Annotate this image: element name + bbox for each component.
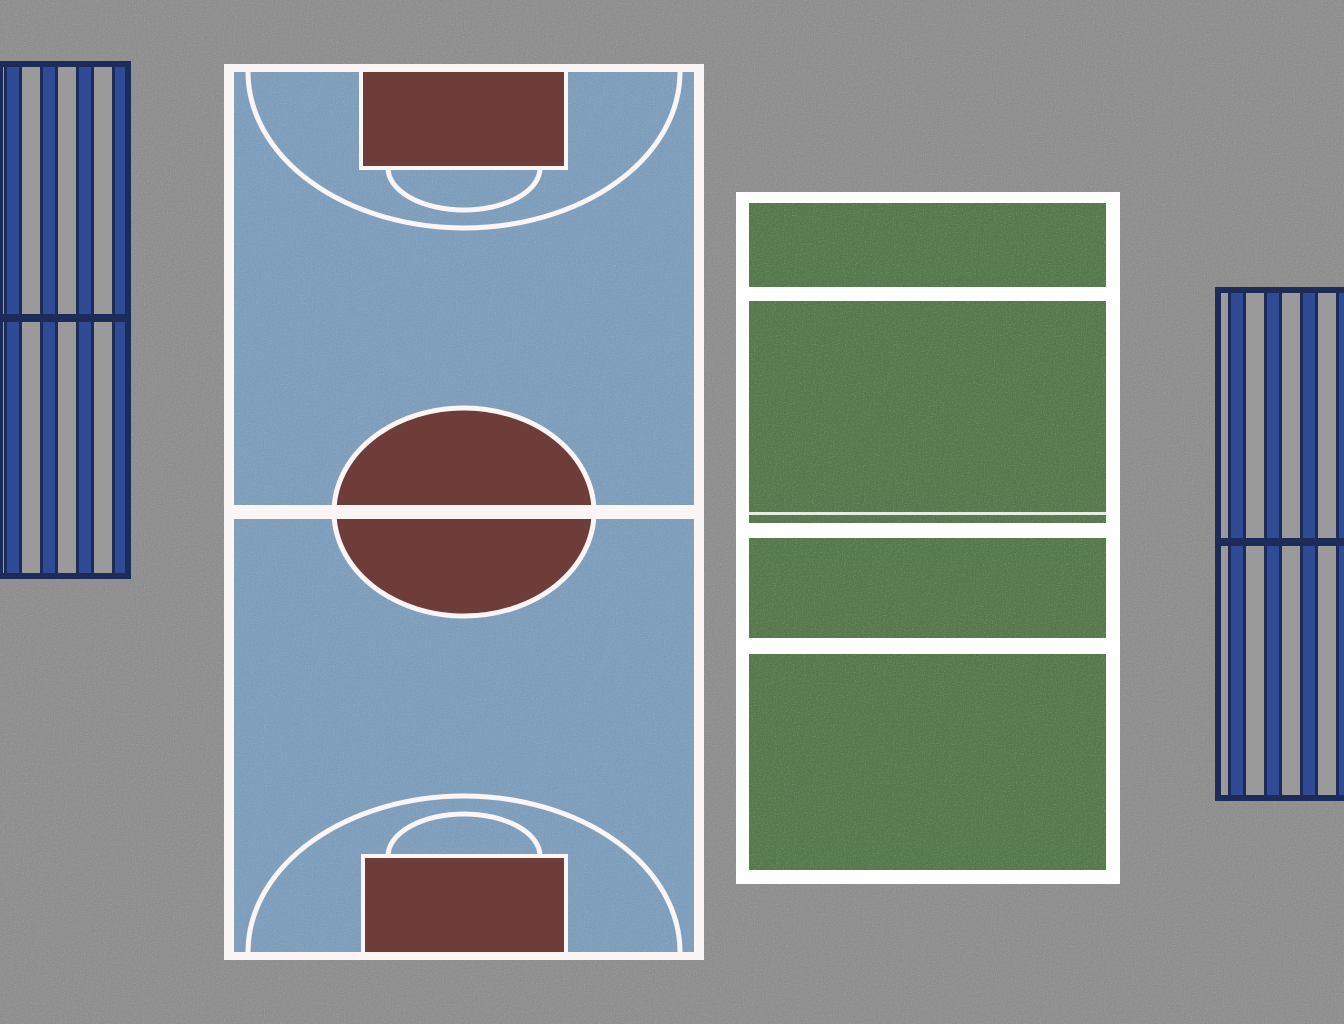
basketball-court bbox=[224, 64, 704, 960]
green-court bbox=[736, 192, 1120, 884]
bench-left bbox=[0, 61, 131, 579]
bench-right bbox=[1215, 287, 1344, 801]
